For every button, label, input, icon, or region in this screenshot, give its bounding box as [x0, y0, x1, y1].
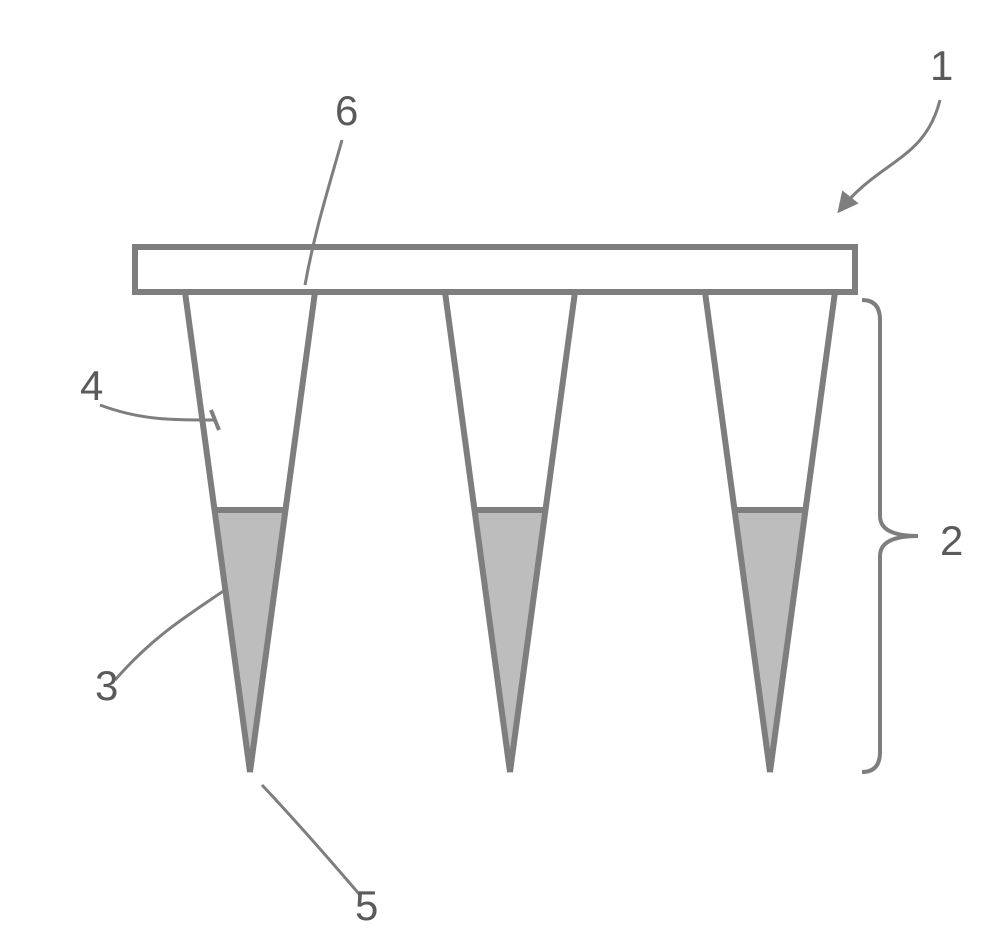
leader-3: [115, 590, 225, 680]
base-plate: [135, 247, 855, 292]
label-4: 4: [80, 362, 103, 409]
label-5: 5: [355, 882, 378, 929]
label-6: 6: [335, 87, 358, 134]
leader-1: [840, 100, 940, 210]
label-1: 1: [930, 42, 953, 89]
needle-3: [705, 292, 835, 772]
leader-6: [305, 140, 342, 285]
needle-fill-3: [735, 510, 806, 772]
label-2: 2: [940, 517, 963, 564]
needle-1: [185, 292, 315, 772]
leader-5: [262, 785, 360, 895]
needle-fill-1: [215, 510, 286, 772]
needle-fill-2: [475, 510, 546, 772]
brace-2: [862, 300, 918, 772]
needle-2: [445, 292, 575, 772]
label-3: 3: [95, 662, 118, 709]
